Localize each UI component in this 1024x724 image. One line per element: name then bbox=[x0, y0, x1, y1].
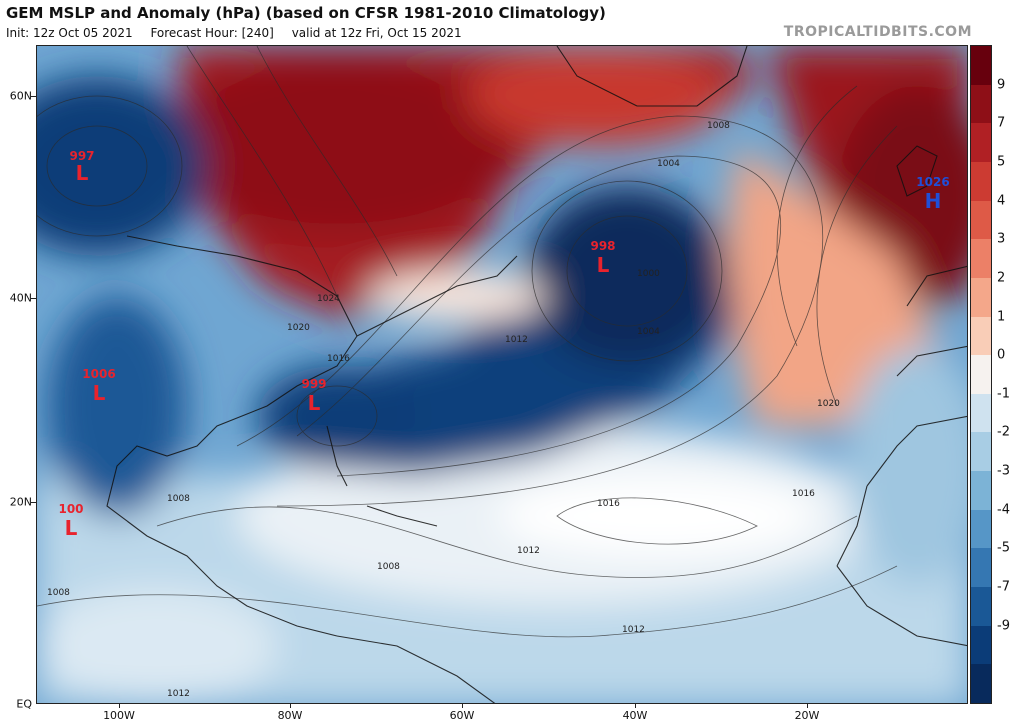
contour-label: 1004 bbox=[657, 159, 680, 169]
lon-tick bbox=[462, 704, 463, 708]
map-title: GEM MSLP and Anomaly (hPa) (based on CFS… bbox=[6, 4, 606, 22]
colorbar-segment bbox=[971, 123, 991, 163]
colorbar-label: -5 bbox=[997, 540, 1010, 556]
low-pressure-center: 999 L bbox=[301, 377, 326, 415]
brand-watermark: TROPICALTIDBITS.COM bbox=[783, 24, 972, 40]
system-letter: L bbox=[597, 253, 610, 277]
system-letter: L bbox=[65, 516, 78, 540]
lon-label-80w: 80W bbox=[277, 709, 303, 722]
contour-label: 1012 bbox=[167, 689, 190, 699]
colorbar-segment bbox=[971, 548, 991, 588]
colorbar-segment bbox=[971, 277, 991, 318]
map-subtitle: Init: 12z Oct 05 2021 Forecast Hour: [24… bbox=[6, 26, 476, 40]
contour-label: 1020 bbox=[817, 399, 840, 409]
contour-label: 1008 bbox=[47, 588, 70, 598]
init-time: Init: 12z Oct 05 2021 bbox=[6, 26, 133, 40]
colorbar-label: 1 bbox=[997, 309, 1006, 325]
system-letter: H bbox=[925, 189, 942, 213]
colorbar-label: -2 bbox=[997, 424, 1010, 440]
contour-label: 1000 bbox=[637, 269, 660, 279]
contour-label: 1016 bbox=[792, 489, 815, 499]
lon-label-100w: 100W bbox=[103, 709, 135, 722]
anomaly-map: 1012 1004 1000 1016 1020 1024 1016 1016 … bbox=[37, 46, 967, 703]
colorbar-segment bbox=[971, 664, 991, 704]
lat-tick bbox=[31, 502, 36, 503]
lat-label-60n: 60N bbox=[9, 89, 32, 103]
colorbar-label: 4 bbox=[997, 193, 1006, 209]
lon-tick bbox=[807, 704, 808, 708]
colorbar-segment bbox=[971, 200, 991, 240]
valid-time: valid at 12z Fri, Oct 15 2021 bbox=[291, 26, 462, 40]
contour-label: 1012 bbox=[517, 546, 540, 556]
system-value: 1026 bbox=[916, 175, 949, 189]
forecast-hour: Forecast Hour: [240] bbox=[150, 26, 274, 40]
high-pressure-center: 1026 H bbox=[916, 175, 949, 213]
colorbar-label: 7 bbox=[997, 115, 1006, 131]
contour-label: 1004 bbox=[637, 327, 660, 337]
colorbar-label: -4 bbox=[997, 502, 1010, 518]
lon-label-40w: 40W bbox=[622, 709, 648, 722]
low-pressure-center: 998 L bbox=[590, 239, 615, 277]
colorbar-label: -9 bbox=[997, 618, 1010, 634]
contour-label: 1016 bbox=[597, 499, 620, 509]
contour-label: 1024 bbox=[317, 294, 340, 304]
lon-tick bbox=[290, 704, 291, 708]
map-panel[interactable]: 1012 1004 1000 1016 1020 1024 1016 1016 … bbox=[36, 45, 968, 704]
contour-label: 1012 bbox=[622, 625, 645, 635]
low-pressure-center: 100 L bbox=[58, 502, 83, 540]
system-value: 100 bbox=[58, 502, 83, 516]
colorbar-segment bbox=[971, 239, 991, 279]
contour-label: 1008 bbox=[167, 494, 190, 504]
colorbar-segment bbox=[971, 509, 991, 549]
lat-tick bbox=[31, 298, 36, 299]
lon-label-60w: 60W bbox=[449, 709, 475, 722]
lat-label-20n: 20N bbox=[9, 495, 32, 509]
colorbar-segment bbox=[971, 161, 991, 202]
colorbar-segment bbox=[971, 393, 991, 433]
contour-label: 1016 bbox=[327, 354, 350, 364]
lat-tick bbox=[31, 96, 36, 97]
low-pressure-center: 997 L bbox=[69, 149, 94, 185]
contour-label: 1020 bbox=[287, 323, 310, 333]
colorbar-segment bbox=[971, 46, 991, 86]
colorbar-label: 5 bbox=[997, 154, 1006, 170]
colorbar-segment bbox=[971, 625, 991, 665]
system-letter: L bbox=[308, 391, 321, 415]
system-value: 999 bbox=[301, 377, 326, 391]
colorbar-segment bbox=[971, 355, 991, 395]
colorbar-segment bbox=[971, 587, 991, 627]
colorbar-label: -1 bbox=[997, 386, 1010, 402]
system-value: 997 bbox=[69, 149, 94, 163]
colorbar-label: 2 bbox=[997, 270, 1006, 286]
contour-label: 1012 bbox=[505, 335, 528, 345]
colorbar-segment bbox=[971, 316, 991, 356]
colorbar-label: -3 bbox=[997, 463, 1010, 479]
system-value: 998 bbox=[590, 239, 615, 253]
lon-label-20w: 20W bbox=[794, 709, 820, 722]
colorbar-segment bbox=[971, 471, 991, 511]
colorbar-label: -7 bbox=[997, 579, 1010, 595]
system-letter: L bbox=[76, 161, 89, 185]
colorbar-segment bbox=[971, 84, 991, 124]
colorbar-label: 9 bbox=[997, 77, 1006, 93]
lon-tick bbox=[119, 704, 120, 708]
colorbar-label: 3 bbox=[997, 231, 1006, 247]
lat-label-eq: EQ bbox=[16, 697, 32, 711]
contour-label: 1008 bbox=[707, 121, 730, 131]
lon-tick bbox=[635, 704, 636, 708]
system-letter: L bbox=[93, 381, 106, 405]
anomaly-colorbar bbox=[970, 45, 992, 704]
system-value: 1006 bbox=[82, 367, 115, 381]
lat-label-40n: 40N bbox=[9, 291, 32, 305]
colorbar-label: 0 bbox=[997, 347, 1006, 363]
contour-label: 1008 bbox=[377, 562, 400, 572]
colorbar-segment bbox=[971, 432, 991, 472]
low-pressure-center: 1006 L bbox=[82, 367, 115, 405]
